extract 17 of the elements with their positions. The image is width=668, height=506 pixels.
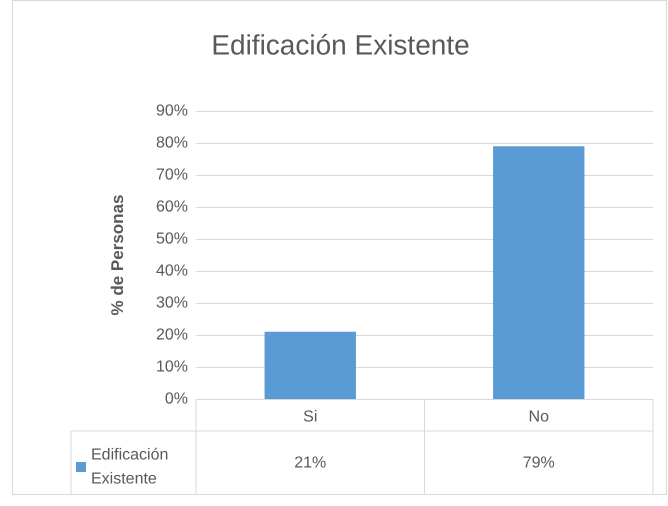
data-label: 79%: [522, 454, 555, 472]
y-tick-label: 70%: [156, 166, 188, 184]
y-tick-label: 10%: [156, 358, 188, 376]
y-tick-label: 50%: [156, 230, 188, 248]
y-tick-label: 90%: [156, 102, 188, 120]
data-label: 21%: [294, 454, 326, 472]
legend-label: Edificación Existente: [91, 446, 173, 488]
y-tick-label: 40%: [156, 262, 188, 280]
y-tick-label: 30%: [156, 294, 188, 312]
chart-title: Edificación Existente: [211, 30, 470, 60]
y-tick-label: 0%: [164, 390, 188, 408]
y-axis-title: % de Personas: [108, 194, 127, 316]
y-tick-label: 60%: [156, 198, 188, 216]
x-tick-label: Si: [303, 408, 318, 426]
y-tick-label: 20%: [156, 326, 188, 344]
x-tick-label: No: [528, 408, 550, 426]
y-tick-label: 80%: [156, 134, 188, 152]
